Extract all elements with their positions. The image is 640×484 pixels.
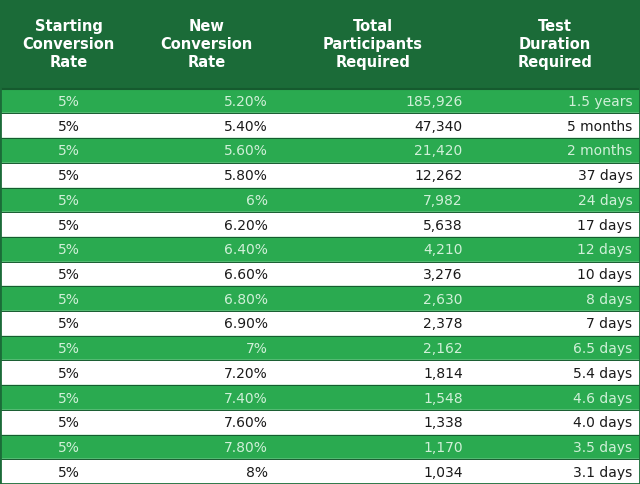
Text: 2 months: 2 months: [567, 144, 632, 158]
Text: 5%: 5%: [58, 268, 80, 281]
Text: 5%: 5%: [58, 415, 80, 429]
Text: 5%: 5%: [58, 317, 80, 331]
Text: 5%: 5%: [58, 194, 80, 208]
Text: 1,548: 1,548: [423, 391, 463, 405]
Text: New
Conversion
Rate: New Conversion Rate: [160, 19, 253, 70]
Text: 6.60%: 6.60%: [223, 268, 268, 281]
Text: 17 days: 17 days: [577, 218, 632, 232]
Text: 5%: 5%: [58, 218, 80, 232]
Text: 6.20%: 6.20%: [223, 218, 268, 232]
Text: 4,210: 4,210: [423, 243, 463, 257]
Bar: [0, 459, 640, 484]
Text: 24 days: 24 days: [577, 194, 632, 208]
Bar: [0, 287, 640, 311]
Text: 5.60%: 5.60%: [223, 144, 268, 158]
Bar: [0, 435, 640, 459]
Bar: [0, 188, 640, 213]
Text: 7 days: 7 days: [586, 317, 632, 331]
Text: 21,420: 21,420: [415, 144, 463, 158]
Text: 5.4 days: 5.4 days: [573, 366, 632, 380]
Text: 12 days: 12 days: [577, 243, 632, 257]
Text: 6%: 6%: [246, 194, 268, 208]
Bar: [0, 238, 640, 262]
Text: Test
Duration
Required: Test Duration Required: [518, 19, 593, 70]
Text: Total
Participants
Required: Total Participants Required: [323, 19, 423, 70]
Text: 5%: 5%: [58, 440, 80, 454]
Text: 5%: 5%: [58, 292, 80, 306]
Text: 5.20%: 5.20%: [224, 95, 268, 109]
Text: 3.1 days: 3.1 days: [573, 465, 632, 479]
Text: 1,170: 1,170: [423, 440, 463, 454]
Text: 5 months: 5 months: [567, 120, 632, 134]
Bar: [0, 164, 640, 188]
Text: 5.40%: 5.40%: [224, 120, 268, 134]
Text: 1,034: 1,034: [423, 465, 463, 479]
Text: 5%: 5%: [58, 120, 80, 134]
Text: 4.0 days: 4.0 days: [573, 415, 632, 429]
Text: 5%: 5%: [58, 391, 80, 405]
Text: 5%: 5%: [58, 366, 80, 380]
Text: 5.80%: 5.80%: [223, 169, 268, 183]
Text: 185,926: 185,926: [405, 95, 463, 109]
Text: 7,982: 7,982: [423, 194, 463, 208]
Text: 2,378: 2,378: [423, 317, 463, 331]
Bar: [0, 262, 640, 287]
Bar: [0, 410, 640, 435]
Bar: [0, 385, 640, 410]
Bar: [0, 361, 640, 385]
Text: 6.40%: 6.40%: [223, 243, 268, 257]
Text: 7.40%: 7.40%: [224, 391, 268, 405]
Text: 7.20%: 7.20%: [224, 366, 268, 380]
Text: 7.80%: 7.80%: [223, 440, 268, 454]
Text: 6.80%: 6.80%: [223, 292, 268, 306]
Text: 7%: 7%: [246, 341, 268, 355]
Bar: [0, 0, 640, 90]
Text: 2,630: 2,630: [423, 292, 463, 306]
Text: 6.5 days: 6.5 days: [573, 341, 632, 355]
Text: 5%: 5%: [58, 341, 80, 355]
Text: 37 days: 37 days: [577, 169, 632, 183]
Text: 47,340: 47,340: [415, 120, 463, 134]
Bar: [0, 114, 640, 139]
Text: 12,262: 12,262: [414, 169, 463, 183]
Bar: [0, 213, 640, 238]
Text: 5%: 5%: [58, 243, 80, 257]
Text: 2,162: 2,162: [423, 341, 463, 355]
Text: 3,276: 3,276: [423, 268, 463, 281]
Text: 1.5 years: 1.5 years: [568, 95, 632, 109]
Bar: [0, 336, 640, 361]
Text: 3.5 days: 3.5 days: [573, 440, 632, 454]
Text: 5,638: 5,638: [423, 218, 463, 232]
Text: 1,338: 1,338: [423, 415, 463, 429]
Bar: [0, 139, 640, 164]
Text: 7.60%: 7.60%: [223, 415, 268, 429]
Text: 8%: 8%: [246, 465, 268, 479]
Text: 5%: 5%: [58, 169, 80, 183]
Text: 10 days: 10 days: [577, 268, 632, 281]
Text: 6.90%: 6.90%: [223, 317, 268, 331]
Text: 5%: 5%: [58, 465, 80, 479]
Text: 1,814: 1,814: [423, 366, 463, 380]
Bar: [0, 90, 640, 114]
Text: 8 days: 8 days: [586, 292, 632, 306]
Text: Starting
Conversion
Rate: Starting Conversion Rate: [22, 19, 115, 70]
Bar: [0, 311, 640, 336]
Text: 5%: 5%: [58, 95, 80, 109]
Text: 4.6 days: 4.6 days: [573, 391, 632, 405]
Text: 5%: 5%: [58, 144, 80, 158]
